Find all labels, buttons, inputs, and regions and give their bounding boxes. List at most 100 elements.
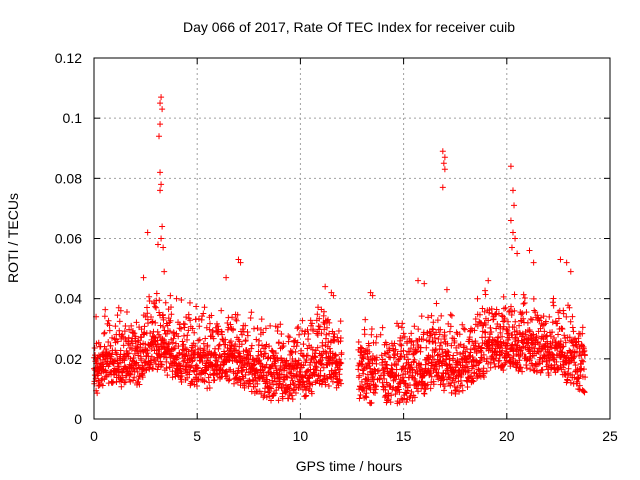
data-point [386,347,393,354]
data-point [127,371,134,378]
data-point [151,338,158,345]
data-point [206,384,213,391]
data-point [138,371,145,378]
data-point [195,315,202,322]
data-point [482,291,489,298]
data-point [505,318,512,325]
data-point [153,304,160,311]
data-point [154,341,161,348]
data-point [185,348,192,355]
data-point [392,391,399,398]
data-point [308,390,315,397]
data-point [237,376,244,383]
data-point [154,366,161,373]
data-point [471,327,478,334]
data-point [161,344,168,351]
data-point [139,374,146,381]
data-point [304,352,311,359]
data-point [309,320,316,327]
data-point [91,378,98,385]
data-point [150,365,157,372]
data-point [483,368,490,375]
data-point [278,331,285,338]
data-point [498,312,505,319]
data-point [516,364,523,371]
data-point [447,323,454,330]
data-point [223,274,230,281]
data-point [421,390,428,397]
data-point [217,374,224,381]
data-point [368,331,375,338]
data-point [562,335,569,342]
data-point [299,327,306,334]
data-point [276,366,283,373]
data-point [279,344,286,351]
data-point [533,367,540,374]
data-point [501,305,508,312]
data-point [164,322,171,329]
data-point [157,322,164,329]
data-point [181,332,188,339]
data-point [101,329,108,336]
data-point [408,330,415,337]
data-point [523,365,530,372]
data-point [475,366,482,373]
data-point [433,366,440,373]
data-point [135,376,142,383]
data-point [369,360,376,367]
data-point [581,366,588,373]
data-point [272,350,279,357]
data-point [184,374,191,381]
data-point [406,348,413,355]
data-point [310,327,317,334]
data-point [279,395,286,402]
data-point [153,290,160,297]
data-point [430,381,437,388]
data-point [456,388,463,395]
data-point [247,380,254,387]
data-point [391,340,398,347]
data-point [325,316,332,323]
data-point [560,364,567,371]
data-point [496,357,503,364]
data-point [305,330,312,337]
data-point [95,339,102,346]
data-point [543,332,550,339]
data-point [439,184,446,191]
data-point [330,292,337,299]
data-point [337,318,344,325]
data-point [189,325,196,332]
data-point [195,337,202,344]
data-point [381,370,388,377]
data-point [517,364,524,371]
data-point [466,334,473,341]
data-point [275,339,282,346]
data-point [359,345,366,352]
data-point [555,315,562,322]
data-point [121,357,128,364]
data-point [148,359,155,366]
data-point [444,365,451,372]
data-point [180,358,187,365]
data-point [207,371,214,378]
data-point [521,294,528,301]
data-point [574,378,581,385]
data-point [119,374,126,381]
data-point [202,335,209,342]
data-point [266,393,273,400]
data-point [302,372,309,379]
data-point [415,277,422,284]
data-point [448,389,455,396]
data-point [532,309,539,316]
data-point [321,321,328,328]
data-point [397,341,404,348]
data-point [561,332,568,339]
data-point [245,369,252,376]
data-point [562,339,569,346]
data-point [191,329,198,336]
data-point [448,312,455,319]
data-point [247,352,254,359]
data-point [575,375,582,382]
data-point [526,247,533,254]
data-point [227,366,234,373]
